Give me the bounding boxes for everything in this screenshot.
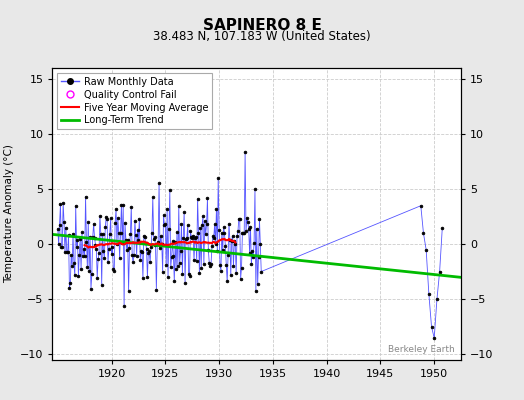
Text: 38.483 N, 107.183 W (United States): 38.483 N, 107.183 W (United States) — [153, 30, 371, 43]
Text: Berkeley Earth: Berkeley Earth — [388, 345, 455, 354]
Y-axis label: Temperature Anomaly (°C): Temperature Anomaly (°C) — [4, 144, 15, 284]
Text: SAPINERO 8 E: SAPINERO 8 E — [203, 18, 321, 33]
Legend: Raw Monthly Data, Quality Control Fail, Five Year Moving Average, Long-Term Tren: Raw Monthly Data, Quality Control Fail, … — [57, 73, 212, 129]
